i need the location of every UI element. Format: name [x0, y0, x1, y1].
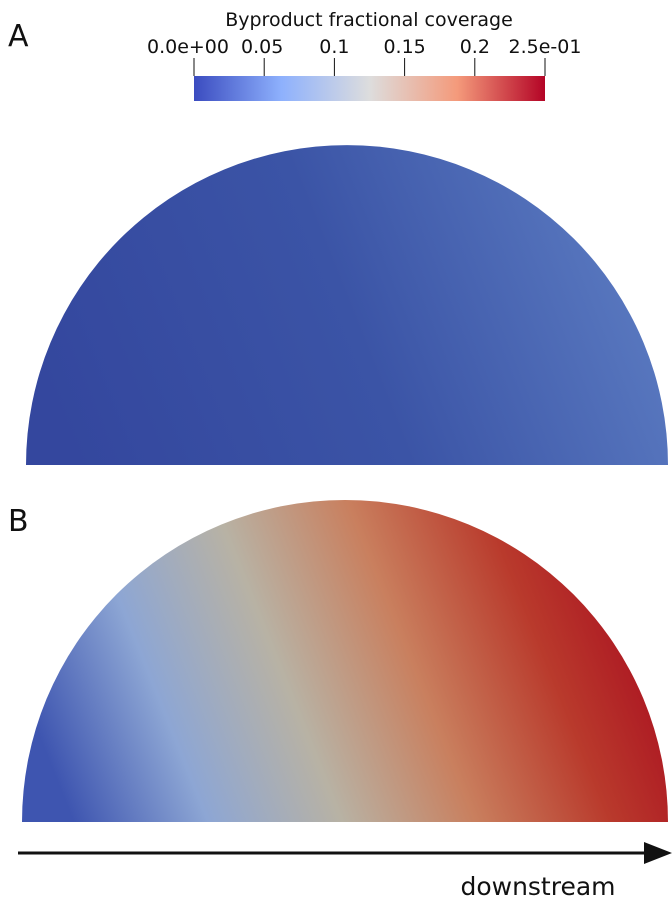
panel-label-a: A: [8, 19, 29, 54]
downstream-arrowhead-icon: [644, 842, 672, 864]
panel-b: [22, 500, 668, 822]
colorbar-tick-label: 0.2: [460, 36, 490, 58]
panel-a: [26, 145, 668, 465]
panel-a-semicircle-field: [26, 145, 668, 465]
colorbar-tick-label: 0.15: [383, 36, 425, 58]
colorbar-gradient-bar: [194, 76, 545, 101]
colorbar-title: Byproduct fractional coverage: [225, 9, 513, 31]
downstream-arrow: downstream: [18, 842, 672, 900]
downstream-label: downstream: [460, 872, 615, 900]
colorbar-tick-label: 2.5e-01: [509, 36, 582, 58]
colorbar-tick-label: 0.1: [319, 36, 349, 58]
colorbar-tick-label: 0.0e+00: [147, 36, 229, 58]
colorbar: Byproduct fractional coverage 0.0e+00 0.0…: [147, 9, 581, 101]
panel-label-b: B: [8, 504, 29, 539]
colorbar-ticks: 0.0e+00 0.05 0.1 0.15 0.2 2.5e-01: [147, 36, 581, 76]
colorbar-tick-label: 0.05: [241, 36, 283, 58]
panel-b-semicircle-field: [22, 500, 668, 822]
